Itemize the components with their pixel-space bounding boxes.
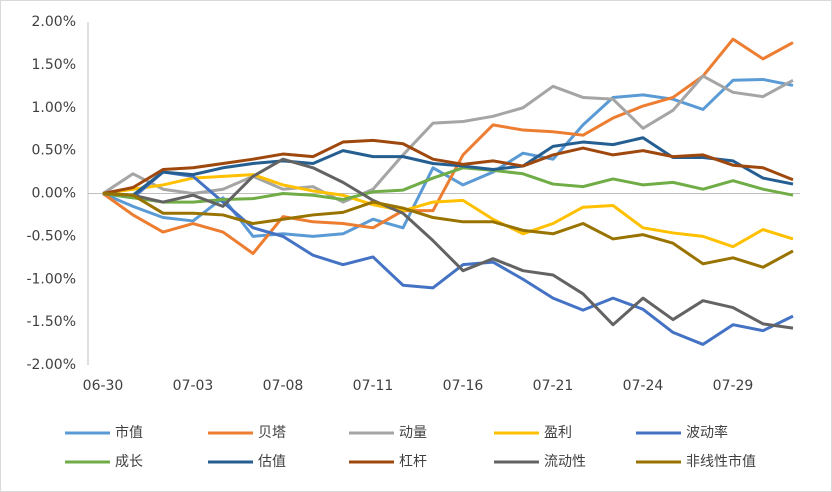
series-line [102, 157, 794, 330]
y-tick-label: -0.50% [26, 228, 76, 244]
legend-label: 波动率 [686, 424, 728, 441]
x-tick-label: 07-08 [263, 378, 304, 394]
legend-label: 市值 [115, 424, 143, 441]
x-tick-label: 07-16 [443, 378, 484, 394]
x-tick-label: 07-24 [623, 378, 664, 394]
y-tick-label: -1.00% [26, 271, 76, 287]
legend-label: 盈利 [544, 425, 572, 441]
legend-label: 成长 [115, 454, 143, 470]
series-line [102, 138, 794, 195]
series-line [102, 74, 794, 204]
y-tick-label: -1.50% [26, 314, 76, 330]
y-tick-label: 1.50% [32, 57, 76, 73]
legend-label: 估值 [258, 454, 286, 470]
series-line [102, 173, 794, 249]
legend-label: 杠杆 [399, 454, 427, 470]
x-tick-label: 06-30 [83, 378, 124, 394]
y-tick-label: -2.00% [26, 357, 76, 373]
series-line [102, 166, 794, 204]
y-tick-label: 1.00% [32, 100, 76, 116]
legend-label: 动量 [399, 425, 427, 441]
y-tick-label: 2.00% [32, 14, 76, 30]
y-tick-label: 0.00% [32, 186, 76, 202]
x-tick-label: 07-29 [713, 378, 754, 394]
series-line [102, 170, 794, 346]
legend-label: 非线性市值 [686, 453, 756, 470]
x-tick-label: 07-11 [353, 378, 394, 394]
series-line [102, 192, 794, 269]
legend-label: 贝塔 [258, 425, 286, 441]
series-line [102, 37, 794, 256]
x-tick-label: 07-03 [173, 378, 214, 394]
x-tick-label: 07-21 [533, 378, 574, 394]
legend-label: 流动性 [544, 454, 586, 470]
y-tick-label: 0.50% [32, 143, 76, 159]
series-line [102, 77, 794, 238]
